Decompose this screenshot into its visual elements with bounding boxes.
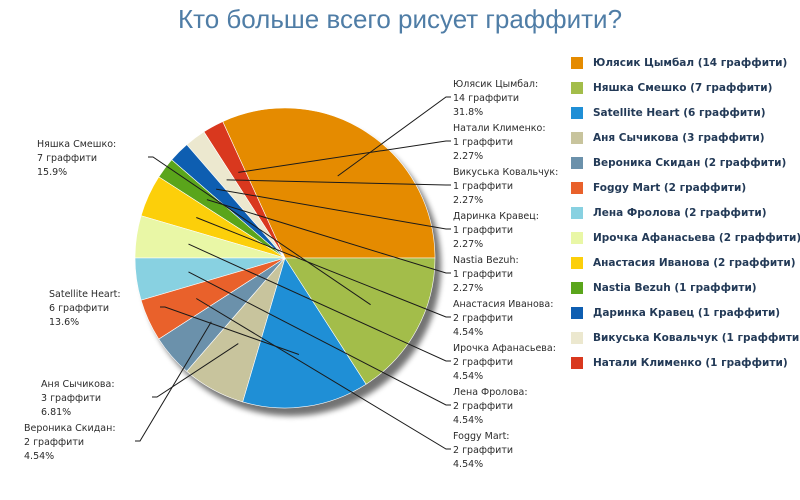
legend-label: Викуська Ковальчук (1 граффити)	[593, 331, 800, 344]
slice-label-0: Юлясик Цымбал: 14 граффити 31.8%	[453, 79, 538, 118]
legend-swatch	[571, 206, 583, 219]
slice-label-4: Nastia Bezuh: 1 граффити 2.27%	[453, 255, 519, 294]
slice-label-10: Аня Сычикова: 3 граффити 6.81%	[41, 379, 115, 418]
leader-line-3	[216, 188, 451, 230]
legend-item: Викуська Ковальчук (1 граффити)	[571, 325, 800, 350]
slice-label-6: Ирочка Афанасьева: 2 граффити 4.54%	[453, 343, 556, 382]
legend-swatch	[571, 331, 583, 344]
legend-swatch	[571, 106, 583, 119]
legend-swatch	[571, 281, 583, 294]
leader-line-12	[148, 156, 371, 306]
legend-swatch	[571, 131, 583, 144]
leader-line-8	[196, 298, 451, 450]
legend-item: Foggy Mart (2 граффити)	[571, 175, 796, 200]
legend-swatch	[571, 56, 583, 69]
legend-label: Вероника Скидан (2 граффити)	[593, 156, 787, 169]
leader-line-10	[152, 343, 239, 398]
slice-label-9: Вероника Скидан: 2 граффити 4.54%	[24, 423, 116, 462]
slice-label-8: Foggy Mart: 2 граффити 4.54%	[453, 431, 513, 470]
legend-item: Юлясик Цымбал (14 граффити)	[571, 50, 796, 75]
legend-label: Натали Клименко (1 граффити)	[593, 356, 788, 369]
legend-label: Nastia Bezuh (1 граффити)	[593, 281, 757, 294]
slice-label-5: Анастасия Иванова: 2 граффити 4.54%	[453, 299, 553, 338]
legend-swatch	[571, 256, 583, 269]
slice-label-12: Няшка Смешко: 7 граффити 15.9%	[37, 139, 116, 178]
legend-label: Ирочка Афанасьева (2 граффити)	[593, 231, 800, 244]
slice-label-1: Натали Клименко: 1 граффити 2.27%	[453, 123, 546, 162]
legend-item: Satellite Heart (6 граффити)	[571, 100, 796, 125]
legend: Юлясик Цымбал (14 граффити) Няшка Смешко …	[571, 50, 800, 375]
slice-label-2: Викуська Ковальчук: 1 граффити 2.27%	[453, 167, 558, 206]
legend-label: Аня Сычикова (3 граффити)	[593, 131, 765, 144]
leader-line-1	[238, 140, 451, 173]
legend-item: Анастасия Иванова (2 граффити)	[571, 250, 796, 275]
slice-label-7: Лена Фролова: 2 граффити 4.54%	[453, 387, 528, 426]
legend-label: Даринка Кравец (1 граффити)	[593, 306, 781, 319]
legend-swatch	[571, 356, 583, 369]
legend-item: Няшка Смешко (7 граффити)	[571, 75, 796, 100]
leader-line-2	[226, 179, 451, 186]
legend-swatch	[571, 81, 583, 94]
chart-title: Кто больше всего рисует граффити?	[177, 4, 623, 34]
leader-line-0	[337, 96, 451, 177]
leader-line-9	[135, 321, 212, 442]
legend-swatch	[571, 156, 583, 169]
legend-label: Foggy Mart (2 граффити)	[593, 181, 747, 194]
legend-label: Satellite Heart (6 граффити)	[593, 106, 766, 119]
legend-swatch	[571, 306, 583, 319]
legend-item: Аня Сычикова (3 граффити)	[571, 125, 796, 150]
slice-label-11: Satellite Heart: 6 граффити 13.6%	[49, 289, 121, 328]
leader-line-4	[206, 199, 451, 274]
legend-item: Натали Клименко (1 граффити)	[571, 350, 796, 375]
leader-line-5	[196, 217, 451, 318]
legend-swatch	[571, 181, 583, 194]
legend-item: Ирочка Афанасьева (2 граффити)	[571, 225, 800, 250]
slice-label-3: Даринка Кравец: 1 граффити 2.27%	[453, 211, 539, 250]
legend-label: Няшка Смешко (7 граффити)	[593, 81, 773, 94]
pie-slice-11	[242, 257, 367, 409]
legend-item: Вероника Скидан (2 граффити)	[571, 150, 796, 175]
leader-line-7	[188, 271, 451, 406]
legend-swatch	[571, 231, 583, 244]
legend-item: Лена Фролова (2 граффити)	[571, 200, 796, 225]
legend-item: Nastia Bezuh (1 граффити)	[571, 275, 796, 300]
legend-label: Юлясик Цымбал (14 граффити)	[593, 56, 788, 69]
legend-label: Анастасия Иванова (2 граффити)	[593, 256, 796, 269]
leader-line-11	[160, 306, 300, 355]
leader-line-6	[188, 243, 451, 362]
legend-item: Даринка Кравец (1 граффити)	[571, 300, 796, 325]
legend-label: Лена Фролова (2 граффити)	[593, 206, 767, 219]
